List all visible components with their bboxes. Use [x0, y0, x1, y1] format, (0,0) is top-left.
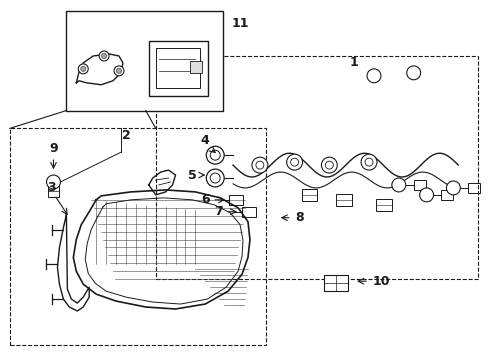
Text: 2: 2 [122, 129, 130, 142]
Bar [191, 61, 202, 73]
Text: 3: 3 [47, 181, 56, 194]
Circle shape [206, 169, 224, 187]
Text: 7: 7 [214, 205, 222, 218]
Bar [414, 180, 426, 190]
Bar [336, 194, 352, 206]
Text: 1: 1 [350, 57, 359, 69]
Text: 4: 4 [201, 134, 210, 147]
Circle shape [78, 64, 88, 74]
Circle shape [99, 51, 109, 61]
Circle shape [210, 173, 220, 183]
Bar [324, 275, 348, 291]
Bar [149, 41, 208, 96]
Circle shape [256, 161, 264, 169]
Circle shape [392, 178, 406, 192]
Text: 10: 10 [372, 275, 390, 288]
Bar [441, 190, 453, 200]
Circle shape [325, 161, 333, 169]
Circle shape [206, 146, 224, 164]
Circle shape [365, 158, 373, 166]
Text: 11: 11 [231, 17, 249, 30]
Text: 5: 5 [188, 168, 197, 181]
Bar [301, 189, 318, 201]
Bar [229, 195, 243, 205]
Bar [156, 56, 478, 279]
Circle shape [446, 181, 460, 195]
Circle shape [47, 175, 60, 189]
Circle shape [367, 69, 381, 83]
Circle shape [407, 66, 420, 80]
Bar [242, 207, 256, 217]
Circle shape [321, 157, 337, 173]
Circle shape [117, 68, 122, 73]
Bar [10, 129, 266, 345]
Circle shape [81, 66, 86, 71]
Bar [468, 183, 480, 193]
Text: 8: 8 [295, 211, 304, 224]
Circle shape [419, 188, 434, 202]
Circle shape [210, 150, 220, 160]
Circle shape [287, 154, 302, 170]
Text: 6: 6 [201, 193, 210, 206]
Text: 9: 9 [49, 142, 58, 155]
Circle shape [291, 158, 298, 166]
Circle shape [252, 157, 268, 173]
Bar [66, 11, 223, 111]
Circle shape [101, 54, 107, 58]
Circle shape [114, 66, 124, 76]
Bar [48, 185, 59, 197]
Bar [376, 199, 392, 211]
Bar [156, 48, 200, 88]
Circle shape [361, 154, 377, 170]
